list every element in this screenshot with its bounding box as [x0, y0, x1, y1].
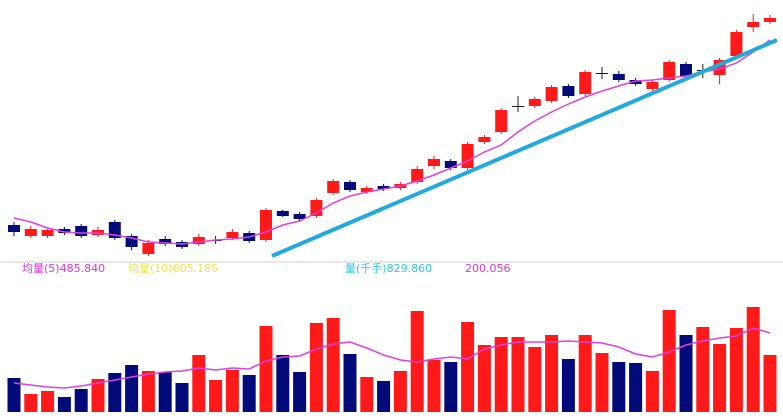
- indicator-label: 均量(10)605.185: [128, 262, 218, 275]
- candle-body: [579, 72, 592, 94]
- volume-bar: [713, 344, 727, 412]
- candle-body: [260, 210, 272, 240]
- candle-body: [629, 80, 642, 84]
- volume-bar: [225, 370, 239, 412]
- indicator-label: 均量(5)485.840: [22, 262, 105, 275]
- volume-bar: [645, 371, 659, 412]
- volume-bar: [209, 380, 223, 412]
- volume-bar: [763, 355, 777, 412]
- candle-body: [730, 32, 743, 56]
- candle-body: [377, 186, 390, 189]
- volume-bar: [41, 391, 55, 412]
- candle-body: [226, 232, 239, 238]
- volume-bar: [125, 365, 139, 412]
- volume-bar: [377, 381, 391, 412]
- volume-bar: [746, 307, 760, 412]
- volume-bar: [729, 328, 743, 412]
- candle-body: [646, 82, 659, 89]
- volume-ma-line: [13, 327, 771, 389]
- candle-body: [444, 161, 457, 168]
- candle-body: [276, 211, 289, 216]
- volume-bar: [326, 318, 340, 412]
- volume-bar: [494, 337, 508, 412]
- volume-bar: [662, 310, 676, 412]
- trend-line: [271, 38, 778, 258]
- volume-bar: [629, 363, 643, 412]
- volume-bar: [175, 383, 189, 412]
- candle-body: [75, 226, 88, 236]
- candle-body: [159, 239, 172, 244]
- volume-bar: [444, 362, 458, 412]
- volume-bar: [545, 335, 559, 412]
- ma-line: [13, 39, 771, 245]
- volume-bar: [108, 373, 122, 412]
- volume-bar: [24, 394, 38, 412]
- volume-bar: [7, 378, 21, 412]
- volume-bar: [511, 337, 525, 412]
- candle-body: [125, 236, 138, 247]
- candle-body: [8, 225, 20, 232]
- candle-body: [428, 159, 440, 166]
- candle-body: [293, 214, 306, 219]
- volume-bar: [461, 322, 475, 412]
- candle-body: [24, 229, 37, 236]
- volume-bar: [141, 371, 155, 412]
- candle-body: [41, 230, 54, 236]
- candle-body: [680, 64, 692, 77]
- candle-body: [344, 182, 356, 190]
- volume-bar: [561, 359, 575, 412]
- volume-bar: [393, 371, 407, 412]
- volume-bar: [74, 389, 88, 412]
- candle-body: [478, 137, 491, 142]
- volume-bar: [309, 323, 323, 412]
- candle-body: [528, 99, 541, 106]
- volume-bar: [91, 379, 105, 412]
- volume-bar: [259, 326, 273, 412]
- volume-bar: [427, 360, 441, 412]
- volume-bar: [528, 347, 542, 412]
- volume-bar: [679, 335, 693, 412]
- volume-bar: [696, 327, 710, 412]
- candle-body: [545, 87, 558, 101]
- volume-bar: [477, 345, 491, 412]
- candle-body: [192, 237, 205, 244]
- candle-body: [747, 22, 760, 27]
- candle-body: [58, 229, 71, 233]
- candle-body: [663, 62, 676, 80]
- candle-body: [327, 181, 340, 193]
- volume-bar: [57, 397, 71, 412]
- candle-body: [461, 144, 474, 168]
- candle-body: [495, 110, 508, 132]
- indicator-label: 200.056: [465, 262, 511, 275]
- volume-bar: [242, 375, 256, 412]
- volume-bar: [360, 377, 374, 412]
- volume-bar: [343, 354, 357, 412]
- candle-body: [764, 18, 776, 22]
- volume-bar: [158, 372, 172, 412]
- candle-body: [512, 106, 524, 107]
- candle-body: [142, 243, 155, 254]
- volume-bar: [276, 355, 290, 412]
- candle-body: [562, 86, 575, 96]
- volume-bar: [192, 355, 206, 412]
- volume-bar: [578, 335, 592, 412]
- candle-body: [411, 169, 424, 182]
- candle-body: [612, 74, 625, 80]
- volume-bar: [293, 372, 307, 412]
- volume-bar: [595, 353, 609, 412]
- indicator-label: 量(千手)829.860: [345, 261, 432, 275]
- candle-body: [360, 188, 373, 192]
- volume-bar: [612, 362, 626, 412]
- candle-body: [596, 73, 608, 74]
